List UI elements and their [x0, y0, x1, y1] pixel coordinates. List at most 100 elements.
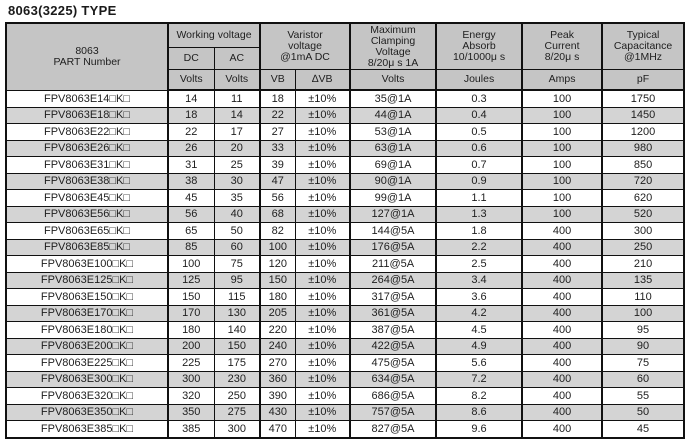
varistor-spec-table: 8063 PART Number Working voltage Varisto…: [5, 22, 686, 439]
cell-part-number: FPV8063E385□K□: [5, 420, 169, 438]
cell-energy-joules: 2.5: [435, 255, 523, 273]
cell-energy-joules: 4.5: [435, 321, 523, 339]
cell-ac-volts: 11: [213, 89, 261, 108]
cell-max-clamping-voltage: 127@1A: [349, 205, 437, 223]
cell-part-number: FPV8063E320□K□: [5, 387, 169, 405]
cell-part-number: FPV8063E225□K□: [5, 354, 169, 372]
cell-capacitance-pf: 620: [601, 189, 685, 207]
cell-part-number: FPV8063E14□K□: [5, 89, 169, 108]
cell-max-clamping-voltage: 757@5A: [349, 403, 437, 421]
table-row: FPV8063E18□K□ 18 14 22 ±10% 44@1A 0.4 100 1450: [5, 106, 685, 124]
cell-peak-current-amps: 400: [521, 370, 603, 388]
cell-ac-volts: 14: [213, 106, 261, 124]
cell-capacitance-pf: 250: [601, 238, 685, 256]
cell-peak-current-amps: 400: [521, 255, 603, 273]
unit-clamping-volts: Volts: [349, 69, 437, 91]
cell-part-number: FPV8063E170□K□: [5, 304, 169, 322]
cell-max-clamping-voltage: 475@5A: [349, 354, 437, 372]
cell-peak-current-amps: 100: [521, 123, 603, 141]
cell-vb: 39: [259, 156, 296, 174]
col-header-max-clamping-voltage: Maximum Clamping Voltage 8/20μ s 1A: [349, 22, 437, 70]
cell-capacitance-pf: 90: [601, 337, 685, 355]
cell-dc-volts: 85: [167, 238, 215, 256]
cell-delta-vb: ±10%: [294, 189, 351, 207]
cell-max-clamping-voltage: 634@5A: [349, 370, 437, 388]
cell-peak-current-amps: 100: [521, 156, 603, 174]
cell-max-clamping-voltage: 361@5A: [349, 304, 437, 322]
cell-energy-joules: 0.7: [435, 156, 523, 174]
col-header-varistor-voltage: Varistor voltage @1mA DC: [259, 22, 351, 70]
cell-capacitance-pf: 100: [601, 304, 685, 322]
cell-dc-volts: 14: [167, 89, 215, 108]
cell-vb: 18: [259, 89, 296, 108]
cell-vb: 56: [259, 189, 296, 207]
table-row: FPV8063E22□K□ 22 17 27 ±10% 53@1A 0.5 100 1200: [5, 123, 685, 141]
unit-delta-vb: ∆VB: [294, 69, 351, 91]
cell-peak-current-amps: 100: [521, 139, 603, 157]
cell-dc-volts: 22: [167, 123, 215, 141]
cell-delta-vb: ±10%: [294, 222, 351, 240]
cell-dc-volts: 180: [167, 321, 215, 339]
cell-ac-volts: 20: [213, 139, 261, 157]
cell-energy-joules: 2.2: [435, 238, 523, 256]
table-row: FPV8063E170□K□ 170 130 205 ±10% 361@5A 4.2 400 1…: [5, 304, 685, 322]
cell-ac-volts: 35: [213, 189, 261, 207]
cell-ac-volts: 130: [213, 304, 261, 322]
cell-delta-vb: ±10%: [294, 420, 351, 438]
cell-max-clamping-voltage: 35@1A: [349, 89, 437, 108]
cell-energy-joules: 0.6: [435, 139, 523, 157]
cell-capacitance-pf: 50: [601, 403, 685, 421]
cell-ac-volts: 17: [213, 123, 261, 141]
cell-max-clamping-voltage: 317@5A: [349, 288, 437, 306]
cell-peak-current-amps: 400: [521, 321, 603, 339]
cell-capacitance-pf: 75: [601, 354, 685, 372]
table-row: FPV8063E300□K□ 300 230 360 ±10% 634@5A 7.2 400 6…: [5, 370, 685, 388]
cell-energy-joules: 1.8: [435, 222, 523, 240]
cell-vb: 82: [259, 222, 296, 240]
table-row: FPV8063E350□K□ 350 275 430 ±10% 757@5A 8.6 400 5…: [5, 403, 685, 421]
cell-capacitance-pf: 1450: [601, 106, 685, 124]
table-row: FPV8063E225□K□ 225 175 270 ±10% 475@5A 5.6 400 7…: [5, 354, 685, 372]
cell-capacitance-pf: 980: [601, 139, 685, 157]
cell-vb: 360: [259, 370, 296, 388]
cell-max-clamping-voltage: 211@5A: [349, 255, 437, 273]
table-row: FPV8063E14□K□ 14 11 18 ±10% 35@1A 0.3 100 1750: [5, 89, 685, 108]
cell-capacitance-pf: 95: [601, 321, 685, 339]
cell-dc-volts: 385: [167, 420, 215, 438]
cell-vb: 100: [259, 238, 296, 256]
cell-dc-volts: 350: [167, 403, 215, 421]
cell-part-number: FPV8063E150□K□: [5, 288, 169, 306]
cell-max-clamping-voltage: 264@5A: [349, 271, 437, 289]
cell-peak-current-amps: 400: [521, 288, 603, 306]
cell-ac-volts: 25: [213, 156, 261, 174]
table-row: FPV8063E100□K□ 100 75 120 ±10% 211@5A 2.5 400 21…: [5, 255, 685, 273]
cell-dc-volts: 18: [167, 106, 215, 124]
cell-vb: 430: [259, 403, 296, 421]
cell-max-clamping-voltage: 99@1A: [349, 189, 437, 207]
cell-delta-vb: ±10%: [294, 205, 351, 223]
cell-delta-vb: ±10%: [294, 387, 351, 405]
cell-peak-current-amps: 100: [521, 106, 603, 124]
cell-max-clamping-voltage: 53@1A: [349, 123, 437, 141]
cell-dc-volts: 170: [167, 304, 215, 322]
cell-energy-joules: 1.1: [435, 189, 523, 207]
cell-max-clamping-voltage: 686@5A: [349, 387, 437, 405]
unit-joules: Joules: [435, 69, 523, 91]
cell-ac-volts: 175: [213, 354, 261, 372]
cell-delta-vb: ±10%: [294, 370, 351, 388]
table-row: FPV8063E26□K□ 26 20 33 ±10% 63@1A 0.6 100 980: [5, 139, 685, 157]
table-row: FPV8063E45□K□ 45 35 56 ±10% 99@1A 1.1 100 620: [5, 189, 685, 207]
cell-ac-volts: 50: [213, 222, 261, 240]
cell-energy-joules: 4.2: [435, 304, 523, 322]
cell-delta-vb: ±10%: [294, 156, 351, 174]
header-row-units: Volts Volts VB ∆VB Volts Joules Amps pF: [6, 69, 685, 91]
cell-ac-volts: 250: [213, 387, 261, 405]
cell-max-clamping-voltage: 63@1A: [349, 139, 437, 157]
cell-capacitance-pf: 135: [601, 271, 685, 289]
table-row: FPV8063E65□K□ 65 50 82 ±10% 144@5A 1.8 400 300: [5, 222, 685, 240]
cell-vb: 390: [259, 387, 296, 405]
cell-vb: 240: [259, 337, 296, 355]
cell-vb: 47: [259, 172, 296, 190]
cell-vb: 33: [259, 139, 296, 157]
cell-vb: 22: [259, 106, 296, 124]
